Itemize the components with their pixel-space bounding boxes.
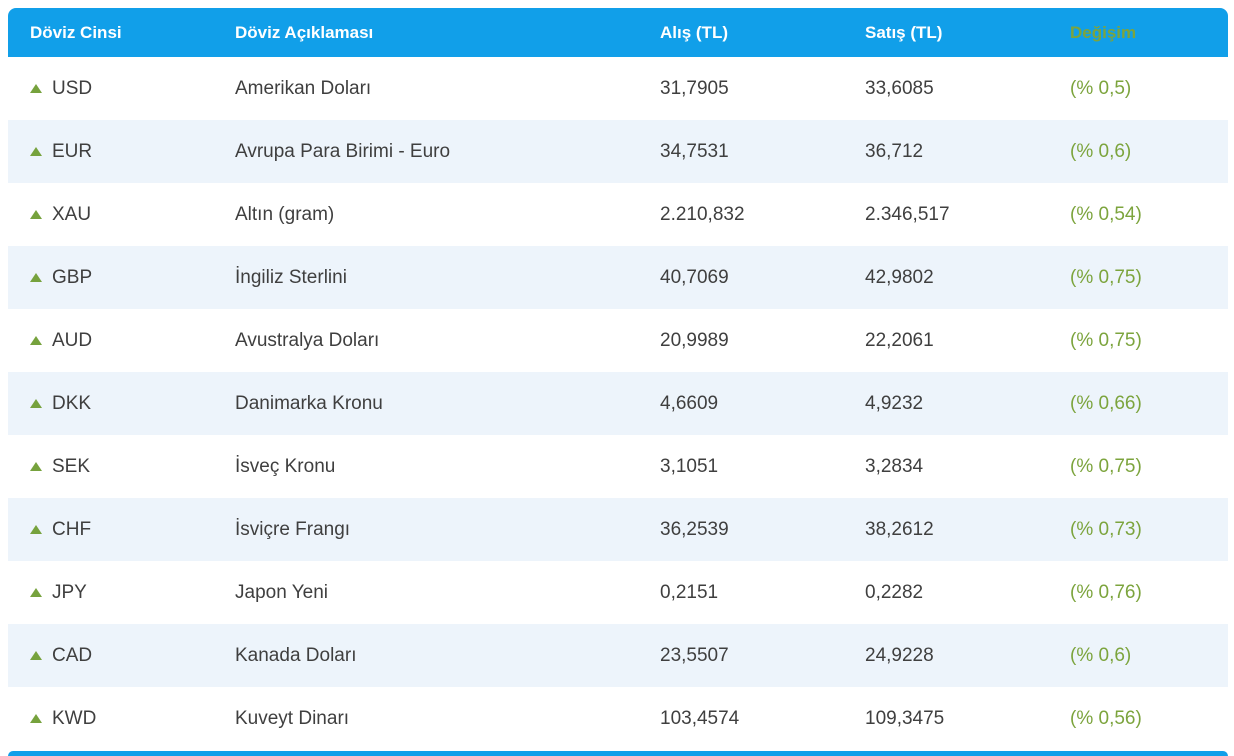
- change-percent: (% 0,6): [1070, 140, 1132, 162]
- buy-rate: 31,7905: [660, 77, 729, 99]
- currency-description: Japon Yeni: [235, 581, 328, 603]
- currency-rates-table: Döviz Cinsi Döviz Açıklaması Alış (TL) S…: [8, 8, 1228, 756]
- change-percent: (% 0,76): [1070, 581, 1142, 603]
- table-row[interactable]: JPY Japon Yeni 0,2151 0,2282 (% 0,76): [8, 561, 1228, 624]
- column-header-buy: Alış (TL): [660, 22, 728, 42]
- currency-code: AUD: [52, 329, 93, 351]
- up-arrow-icon: [30, 273, 42, 282]
- table-row[interactable]: EUR Avrupa Para Birimi - Euro 34,7531 36…: [8, 120, 1228, 183]
- up-arrow-icon: [30, 336, 42, 345]
- currency-code: JPY: [52, 581, 87, 603]
- change-percent: (% 0,66): [1070, 392, 1142, 414]
- sell-rate: 22,2061: [865, 329, 934, 351]
- buy-rate: 103,4574: [660, 707, 740, 729]
- currency-code: XAU: [52, 203, 92, 225]
- buy-rate: 23,5507: [660, 644, 729, 666]
- table-body: USD Amerikan Doları 31,7905 33,6085 (% 0…: [8, 57, 1228, 750]
- change-percent: (% 0,75): [1070, 266, 1142, 288]
- sell-rate: 36,712: [865, 140, 924, 162]
- sell-rate: 24,9228: [865, 644, 934, 666]
- currency-description: Kanada Doları: [235, 644, 357, 666]
- buy-rate: 36,2539: [660, 518, 729, 540]
- sell-rate: 33,6085: [865, 77, 934, 99]
- change-percent: (% 0,5): [1070, 77, 1132, 99]
- currency-description: Avrupa Para Birimi - Euro: [235, 140, 451, 162]
- table-row[interactable]: AUD Avustralya Doları 20,9989 22,2061 (%…: [8, 309, 1228, 372]
- buy-rate: 20,9989: [660, 329, 729, 351]
- currency-description: Altın (gram): [235, 203, 335, 225]
- column-header-description: Döviz Açıklaması: [235, 22, 374, 42]
- currency-code: CHF: [52, 518, 92, 540]
- currency-description: Kuveyt Dinarı: [235, 707, 350, 729]
- currency-description: İsviçre Frangı: [235, 518, 351, 540]
- sell-rate: 0,2282: [865, 581, 924, 603]
- up-arrow-icon: [30, 462, 42, 471]
- table-row[interactable]: GBP İngiliz Sterlini 40,7069 42,9802 (% …: [8, 246, 1228, 309]
- change-percent: (% 0,75): [1070, 329, 1142, 351]
- sell-rate: 42,9802: [865, 266, 934, 288]
- table-row[interactable]: KWD Kuveyt Dinarı 103,4574 109,3475 (% 0…: [8, 687, 1228, 750]
- column-header-sell: Satış (TL): [865, 22, 943, 42]
- currency-code: EUR: [52, 140, 93, 162]
- up-arrow-icon: [30, 588, 42, 597]
- currency-code: GBP: [52, 266, 93, 288]
- currency-description: Danimarka Kronu: [235, 392, 383, 414]
- sell-rate: 4,9232: [865, 392, 924, 414]
- sell-rate: 3,2834: [865, 455, 924, 477]
- currency-description: Amerikan Doları: [235, 77, 372, 99]
- up-arrow-icon: [30, 84, 42, 93]
- currency-description: İsveç Kronu: [235, 455, 336, 477]
- buy-rate: 0,2151: [660, 581, 719, 603]
- table-row[interactable]: CAD Kanada Doları 23,5507 24,9228 (% 0,6…: [8, 624, 1228, 687]
- currency-code: KWD: [52, 707, 97, 729]
- currency-code: DKK: [52, 392, 92, 414]
- table-row[interactable]: DKK Danimarka Kronu 4,6609 4,9232 (% 0,6…: [8, 372, 1228, 435]
- up-arrow-icon: [30, 399, 42, 408]
- sell-rate: 2.346,517: [865, 203, 950, 225]
- table-header-row: Döviz Cinsi Döviz Açıklaması Alış (TL) S…: [8, 8, 1228, 57]
- up-arrow-icon: [30, 714, 42, 723]
- change-percent: (% 0,56): [1070, 707, 1142, 729]
- currency-description: İngiliz Sterlini: [235, 266, 347, 288]
- change-percent: (% 0,73): [1070, 518, 1142, 540]
- up-arrow-icon: [30, 147, 42, 156]
- column-header-currency-code: Döviz Cinsi: [30, 22, 122, 42]
- up-arrow-icon: [30, 651, 42, 660]
- change-percent: (% 0,75): [1070, 455, 1142, 477]
- currency-code: CAD: [52, 644, 93, 666]
- up-arrow-icon: [30, 210, 42, 219]
- up-arrow-icon: [30, 525, 42, 534]
- table-row[interactable]: XAU Altın (gram) 2.210,832 2.346,517 (% …: [8, 183, 1228, 246]
- buy-rate: 3,1051: [660, 455, 719, 477]
- sell-rate: 38,2612: [865, 518, 934, 540]
- table-row[interactable]: SEK İsveç Kronu 3,1051 3,2834 (% 0,75): [8, 435, 1228, 498]
- buy-rate: 2.210,832: [660, 203, 745, 225]
- currency-code: USD: [52, 77, 93, 99]
- buy-rate: 4,6609: [660, 392, 719, 414]
- sell-rate: 109,3475: [865, 707, 945, 729]
- buy-rate: 40,7069: [660, 266, 729, 288]
- change-percent: (% 0,54): [1070, 203, 1142, 225]
- currency-code: SEK: [52, 455, 91, 477]
- table-row[interactable]: CHF İsviçre Frangı 36,2539 38,2612 (% 0,…: [8, 498, 1228, 561]
- currency-description: Avustralya Doları: [235, 329, 380, 351]
- change-percent: (% 0,6): [1070, 644, 1132, 666]
- table-row[interactable]: USD Amerikan Doları 31,7905 33,6085 (% 0…: [8, 57, 1228, 120]
- buy-rate: 34,7531: [660, 140, 729, 162]
- column-header-change: Değişim: [1070, 22, 1137, 42]
